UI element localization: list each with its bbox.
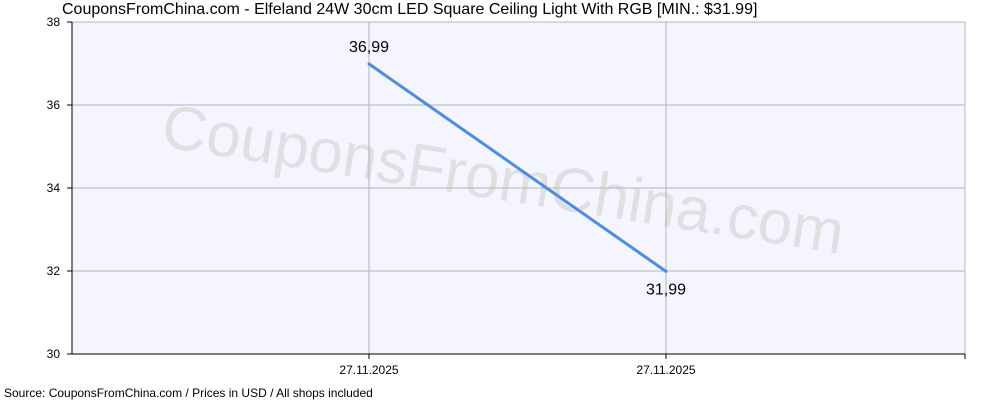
data-label: 31,99 <box>646 281 686 298</box>
series-line <box>368 62 667 273</box>
x-tick-label: 27.11.2025 <box>339 363 398 377</box>
data-point <box>367 62 371 66</box>
chart-title: CouponsFromChina.com - Elfeland 24W 30cm… <box>62 1 758 18</box>
y-tick-label: 38 <box>47 15 61 29</box>
y-tick-label: 36 <box>47 98 61 112</box>
x-tick-label: 27.11.2025 <box>636 363 695 377</box>
y-tick-label: 34 <box>47 181 61 195</box>
data-label: 36,99 <box>349 39 389 56</box>
source-note: Source: CouponsFromChina.com / Prices in… <box>4 386 373 400</box>
data-point <box>664 269 668 273</box>
y-tick-label: 30 <box>47 347 61 361</box>
y-tick-label: 32 <box>47 264 61 278</box>
